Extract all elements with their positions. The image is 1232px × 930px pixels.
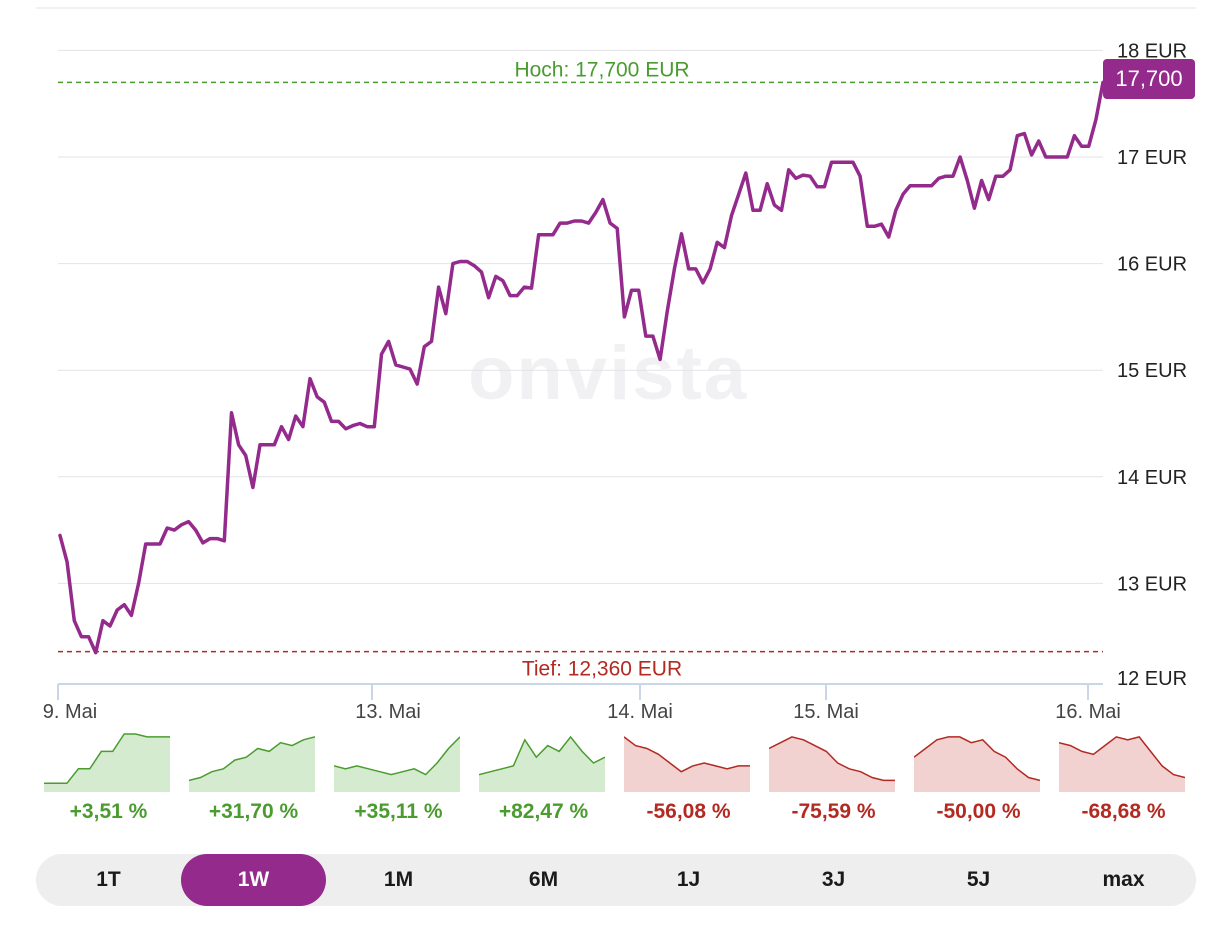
performance-1w[interactable]: +31,70 % [181, 730, 326, 830]
y-tick-label: 14 EUR [1117, 467, 1187, 489]
price-line [58, 80, 1105, 655]
sparkline-area [44, 734, 170, 792]
sparkline-area [479, 736, 605, 792]
sparkline [334, 736, 460, 792]
sparkline-line [44, 733, 170, 785]
sparkline-line [334, 736, 460, 776]
performance-value: -68,68 % [1081, 800, 1166, 823]
range-button-1m[interactable]: 1M [383, 868, 414, 891]
sparkline-area [914, 736, 1040, 792]
sparkline-area [624, 736, 750, 792]
sparkline [914, 736, 1040, 792]
price-chart[interactable]: onvista 12 EUR 13 EUR 14 EUR 15 EUR 16 EUR 17… [0, 0, 1232, 730]
x-tick-label: 14. Mai [607, 701, 673, 723]
y-tick-label: 13 EUR [1117, 573, 1187, 595]
performance-value: -56,08 % [646, 800, 731, 823]
high-label: Hoch: 17,700 EUR [514, 58, 689, 81]
range-button-1w[interactable]: 1W [181, 854, 326, 906]
performance-6m[interactable]: +82,47 % [471, 730, 616, 830]
sparkline [769, 736, 895, 792]
watermark-logo: onvista [468, 331, 749, 416]
y-tick-label: 18 EUR [1117, 40, 1187, 62]
y-tick-label: 16 EUR [1117, 254, 1187, 276]
sparkline-area [334, 736, 460, 792]
range-button-5j[interactable]: 5J [966, 868, 991, 891]
range-button-6m[interactable]: 6M [528, 868, 559, 891]
range-button-3j[interactable]: 3J [821, 868, 846, 891]
sparkline [44, 733, 170, 792]
sparkline-line [1059, 736, 1185, 779]
low-label: Tief: 12,360 EUR [522, 658, 682, 681]
performance-1j[interactable]: -56,08 % [616, 730, 761, 830]
range-button-1j[interactable]: 1J [676, 868, 701, 891]
performance-5j[interactable]: -50,00 % [906, 730, 1051, 830]
sparkline [624, 736, 750, 792]
last-price-badge: 17,700 [1103, 59, 1195, 99]
price-chart-svg: 12 EUR 13 EUR 14 EUR 15 EUR 16 EUR 17 EUR 18 E… [36, 7, 1196, 723]
performance-1t[interactable]: +3,51 % [36, 730, 181, 830]
performance-value: -50,00 % [936, 800, 1021, 823]
y-tick-label: 12 EUR [1117, 668, 1187, 690]
sparkline [1059, 736, 1185, 792]
performance-value: +35,11 % [354, 800, 443, 823]
performance-1m[interactable]: +35,11 % [326, 730, 471, 830]
sparkline-line [624, 736, 750, 773]
x-tick-label: 9. Mai [43, 701, 97, 723]
y-tick-label: 15 EUR [1117, 360, 1187, 382]
x-tick-label: 16. Mai [1055, 701, 1121, 723]
range-button-max[interactable]: max [1102, 868, 1145, 891]
x-tick-label: 15. Mai [793, 701, 859, 723]
sparkline-line [189, 736, 315, 782]
performance-max[interactable]: -68,68 % [1051, 730, 1196, 830]
sparkline-line [914, 736, 1040, 782]
x-tick-label: 13. Mai [355, 701, 421, 723]
range-button-1t[interactable]: 1T [96, 868, 121, 891]
time-range-selector: 1T 1W 1M 6M 1J 3J 5J max [36, 854, 1196, 906]
sparkline-area [1059, 736, 1185, 792]
sparkline-line [769, 736, 895, 782]
performance-3j[interactable]: -75,59 % [761, 730, 906, 830]
sparkline-area [189, 736, 315, 792]
performance-value: -75,59 % [791, 800, 876, 823]
sparkline-line [479, 735, 605, 776]
sparkline [479, 735, 605, 792]
sparkline-area [769, 736, 895, 792]
performance-value: +31,70 % [208, 800, 299, 823]
performance-strip: +3,51 % +31,70 % +35,11 % +82,47 % -56,08 % -… [36, 730, 1196, 830]
sparkline [189, 736, 315, 792]
y-tick-label: 17 EUR [1117, 147, 1187, 169]
performance-value: +3,51 % [69, 800, 148, 823]
performance-value: +82,47 % [498, 800, 589, 823]
